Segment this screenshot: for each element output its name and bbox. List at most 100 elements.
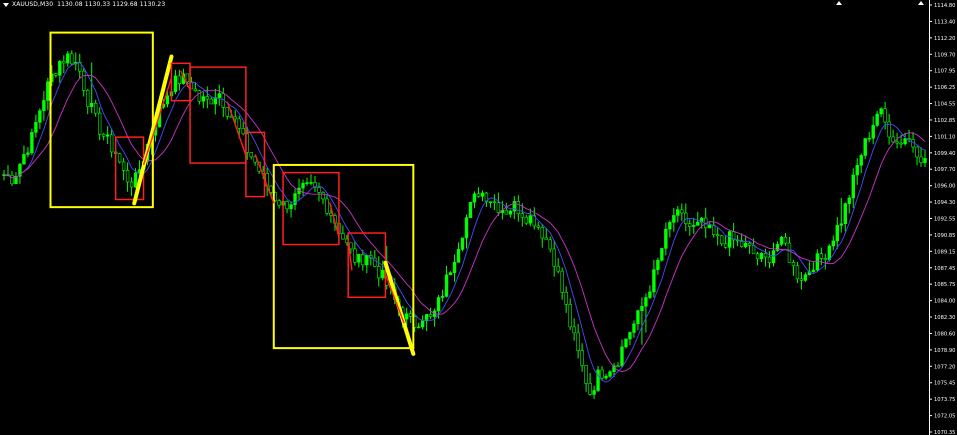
bear-candle bbox=[783, 236, 788, 244]
bull-candle bbox=[14, 175, 18, 185]
price-tick-label: 1072.05 bbox=[934, 414, 955, 420]
bull-candle bbox=[636, 310, 640, 325]
price-tick-label: 1114.80 bbox=[934, 3, 955, 9]
price-tick-label: 1099.40 bbox=[934, 151, 955, 157]
bear-candle bbox=[915, 146, 919, 158]
bull-candle bbox=[855, 165, 859, 176]
bear-candle bbox=[548, 239, 552, 250]
bull-candle bbox=[608, 371, 612, 377]
bull-candle bbox=[105, 134, 110, 137]
bull-candle bbox=[38, 110, 42, 123]
price-tick-label: 1089.15 bbox=[934, 249, 955, 255]
bear-candle bbox=[520, 213, 525, 218]
bear-candle bbox=[269, 185, 273, 193]
bull-candle bbox=[293, 193, 297, 205]
red-trend-line bbox=[347, 240, 353, 271]
bull-candle bbox=[365, 255, 369, 266]
bear-candle bbox=[109, 134, 114, 153]
bull-candle bbox=[301, 182, 305, 189]
bull-candle bbox=[488, 201, 493, 204]
bear-candle bbox=[532, 215, 536, 227]
bear-candle bbox=[719, 235, 724, 245]
shift-marker-icon[interactable] bbox=[918, 1, 924, 6]
bear-candle bbox=[177, 75, 182, 84]
bear-candle bbox=[540, 226, 544, 239]
bear-candle bbox=[791, 262, 796, 267]
bear-candle bbox=[205, 96, 210, 100]
bull-candle bbox=[440, 296, 445, 298]
bull-candle bbox=[34, 122, 38, 133]
bull-candle bbox=[696, 221, 700, 226]
bear-candle bbox=[819, 253, 824, 259]
bull-candle bbox=[759, 253, 764, 260]
price-tick-label: 1092.55 bbox=[934, 217, 955, 223]
bull-candle bbox=[620, 346, 624, 367]
bear-candle bbox=[747, 242, 752, 246]
bear-candle bbox=[504, 209, 509, 215]
bull-candle bbox=[771, 250, 776, 264]
bear-candle bbox=[209, 98, 214, 105]
collapse-triangle-icon[interactable] bbox=[3, 2, 9, 7]
bull-candle bbox=[133, 172, 138, 188]
bull-candle bbox=[217, 93, 221, 98]
bull-candle bbox=[640, 305, 644, 311]
bull-candle bbox=[632, 323, 636, 333]
bull-candle bbox=[875, 113, 879, 126]
bear-candle bbox=[588, 383, 592, 395]
bear-candle bbox=[767, 256, 772, 264]
bull-candle bbox=[30, 131, 34, 154]
bull-candle bbox=[512, 201, 517, 212]
bear-candle bbox=[919, 156, 923, 163]
bull-candle bbox=[803, 274, 808, 281]
bull-candle bbox=[863, 138, 867, 156]
bear-candle bbox=[524, 216, 528, 224]
bull-candle bbox=[708, 224, 712, 229]
price-tick-label: 1070.35 bbox=[934, 430, 955, 435]
red-range-box bbox=[282, 171, 340, 246]
bull-candle bbox=[201, 96, 206, 102]
bear-candle bbox=[751, 245, 756, 255]
bull-candle bbox=[835, 225, 839, 242]
scroll-marker-icon[interactable] bbox=[836, 1, 842, 6]
bull-candle bbox=[26, 152, 30, 155]
price-tick-label: 1112.20 bbox=[934, 36, 955, 42]
slow-moving-average bbox=[3, 74, 926, 373]
bull-candle bbox=[827, 245, 832, 260]
bear-candle bbox=[544, 237, 548, 241]
price-tick-label: 1109.70 bbox=[934, 52, 955, 58]
bear-candle bbox=[428, 314, 433, 317]
red-trend-line bbox=[384, 274, 405, 324]
bull-candle bbox=[444, 274, 449, 297]
bull-candle bbox=[859, 155, 863, 166]
fast-moving-average bbox=[3, 62, 926, 383]
bear-candle bbox=[891, 136, 895, 143]
bull-candle bbox=[811, 269, 816, 273]
bear-candle bbox=[688, 223, 692, 227]
bear-candle bbox=[516, 201, 521, 214]
bull-candle bbox=[847, 197, 851, 204]
price-tick-label: 1101.10 bbox=[934, 134, 955, 140]
bull-candle bbox=[676, 209, 680, 216]
bull-candle bbox=[815, 253, 820, 271]
ohlc-readout: 1130.08 1130.33 1129.68 1130.23 bbox=[57, 1, 166, 8]
bear-candle bbox=[616, 365, 620, 368]
bear-candle bbox=[564, 291, 568, 305]
bull-candle bbox=[309, 182, 313, 184]
bear-candle bbox=[353, 248, 357, 263]
bear-candle bbox=[373, 257, 377, 267]
bear-candle bbox=[484, 192, 489, 203]
bull-candle bbox=[213, 97, 218, 105]
bear-candle bbox=[241, 128, 245, 135]
bear-candle bbox=[552, 248, 556, 267]
bear-candle bbox=[883, 108, 887, 123]
bear-candle bbox=[823, 258, 828, 260]
bull-candle bbox=[604, 375, 608, 379]
bull-candle bbox=[871, 125, 875, 139]
bull-candle bbox=[779, 236, 784, 245]
bear-candle bbox=[185, 73, 190, 83]
bear-candle bbox=[82, 70, 86, 91]
bull-candle bbox=[831, 240, 835, 247]
bull-candle bbox=[66, 53, 70, 64]
